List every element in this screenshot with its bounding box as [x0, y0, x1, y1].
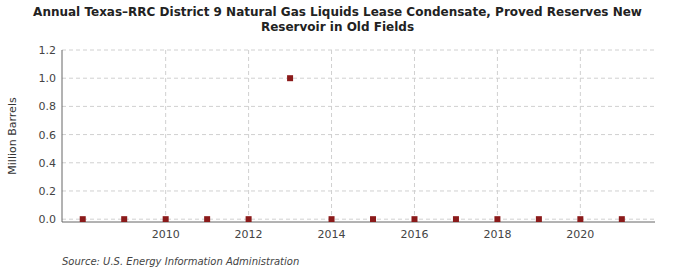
x-grid-line — [414, 50, 415, 222]
point — [246, 216, 252, 222]
y-tick-label: 1.0 — [39, 72, 57, 85]
point — [494, 216, 500, 222]
point — [577, 216, 583, 222]
y-grid-line — [62, 162, 655, 163]
y-grid-line — [62, 50, 655, 51]
point — [329, 216, 335, 222]
x-tick-label: 2020 — [566, 228, 594, 241]
y-tick-label: 0.6 — [39, 129, 57, 142]
x-grid-line — [165, 50, 166, 222]
source-note: Source: U.S. Energy Information Administ… — [62, 256, 299, 267]
y-axis-label: Million Barrels — [6, 97, 19, 175]
point — [287, 75, 293, 81]
point — [80, 216, 86, 222]
x-grid-line — [248, 50, 249, 222]
x-grid-line — [580, 50, 581, 222]
y-axis-line — [62, 50, 63, 222]
x-tick-label: 2016 — [400, 228, 428, 241]
x-tick-label: 2018 — [483, 228, 511, 241]
y-grid-line — [62, 134, 655, 135]
point — [370, 216, 376, 222]
point — [121, 216, 127, 222]
point — [536, 216, 542, 222]
point — [453, 216, 459, 222]
y-tick-label: 0.4 — [39, 157, 57, 170]
x-grid-line — [331, 50, 332, 222]
point — [163, 216, 169, 222]
title-line: Annual Texas–RRC District 9 Natural Gas … — [33, 5, 642, 19]
x-tick-label: 2010 — [152, 228, 180, 241]
y-tick-label: 0.0 — [39, 213, 57, 226]
chart: Annual Texas–RRC District 9 Natural Gas … — [0, 0, 675, 275]
points — [80, 75, 625, 222]
point — [619, 216, 625, 222]
y-grid-line — [62, 106, 655, 107]
title: Annual Texas–RRC District 9 Natural Gas … — [33, 5, 642, 34]
point — [411, 216, 417, 222]
y-tick-label: 0.8 — [39, 100, 57, 113]
x-tick-label: 2012 — [235, 228, 263, 241]
x-tick-label: 2014 — [318, 228, 346, 241]
y-grid-line — [62, 190, 655, 191]
x-axis-line — [62, 222, 655, 223]
point — [204, 216, 210, 222]
title-line: Reservoir in Old Fields — [261, 20, 414, 34]
x-grid-line — [497, 50, 498, 222]
y-tick-label: 0.2 — [39, 185, 57, 198]
y-grid-line — [62, 219, 655, 220]
y-grid-line — [62, 78, 655, 79]
y-tick-label: 1.2 — [39, 44, 57, 57]
